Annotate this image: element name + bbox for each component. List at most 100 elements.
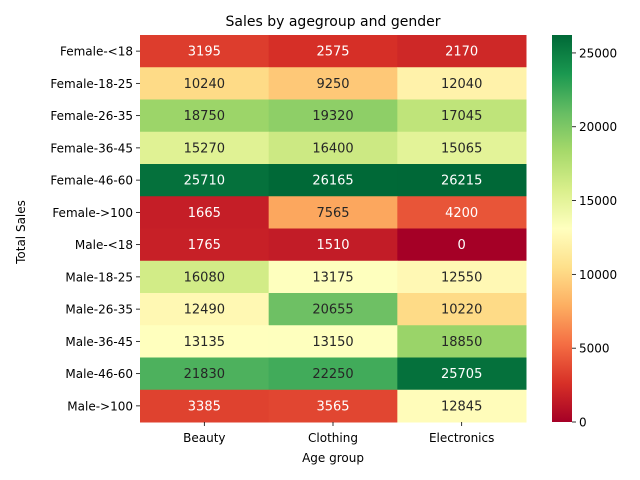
cell-value-label: 10220 bbox=[441, 303, 482, 318]
heatmap-cell bbox=[268, 164, 398, 197]
cell-value-label: 12845 bbox=[441, 399, 482, 414]
cell-value-label: 18750 bbox=[184, 109, 225, 124]
heatmap-cell bbox=[397, 325, 527, 358]
heatmap-cell bbox=[140, 357, 270, 391]
cell-value-label: 15270 bbox=[184, 141, 225, 156]
x-axis-label: Age group bbox=[302, 451, 364, 465]
colorbar-gradient bbox=[552, 35, 572, 422]
heatmap-cell bbox=[397, 357, 527, 391]
row-label: Female-36-45 bbox=[50, 141, 133, 155]
heatmap-cell bbox=[140, 389, 270, 423]
column-label: Beauty bbox=[183, 431, 225, 445]
cell-value-label: 3565 bbox=[316, 399, 349, 414]
cell-value-label: 22250 bbox=[312, 367, 353, 382]
cell-value-label: 25710 bbox=[184, 174, 225, 189]
cell-value-label: 20655 bbox=[312, 303, 353, 318]
cell-value-label: 3195 bbox=[188, 45, 221, 60]
row-label: Male-18-25 bbox=[65, 270, 133, 284]
heatmap-cell bbox=[268, 389, 398, 423]
heatmap-cell bbox=[268, 293, 398, 326]
row-label: Female-<18 bbox=[60, 45, 133, 59]
heatmap-cell bbox=[140, 67, 270, 100]
heatmap-cell bbox=[268, 325, 398, 358]
colorbar-tick-label: 20000 bbox=[579, 120, 617, 134]
column-labels: Beauty Clothing Electronics bbox=[183, 422, 494, 445]
cell-value-label: 16400 bbox=[312, 141, 353, 156]
cell-value-label: 13150 bbox=[312, 335, 353, 350]
heatmap-cell bbox=[268, 260, 398, 294]
column-label: Electronics bbox=[429, 431, 494, 445]
cell-value-label: 4200 bbox=[445, 206, 478, 221]
cell-value-label: 18850 bbox=[441, 335, 482, 350]
row-label: Male-26-35 bbox=[65, 303, 133, 317]
colorbar-tick-label: 25000 bbox=[579, 46, 617, 60]
row-label: Male-36-45 bbox=[65, 335, 133, 349]
colorbar-tick-label: 10000 bbox=[579, 268, 617, 282]
cell-value-label: 17045 bbox=[441, 109, 482, 124]
cell-value-label: 0 bbox=[458, 238, 466, 253]
heatmap-cell bbox=[140, 164, 270, 197]
heatmap-cell bbox=[140, 293, 270, 326]
heatmap-cell bbox=[397, 67, 527, 100]
heatmap-cell bbox=[397, 228, 527, 262]
heatmap-cell bbox=[140, 260, 270, 294]
heatmap-cell bbox=[397, 389, 527, 423]
cell-value-label: 2575 bbox=[316, 45, 349, 60]
heatmap-cell bbox=[268, 131, 398, 165]
row-label: Female-26-35 bbox=[50, 109, 133, 123]
colorbar-tick-label: 15000 bbox=[579, 194, 617, 208]
row-label: Female-46-60 bbox=[50, 174, 133, 188]
cell-value-label: 12490 bbox=[184, 303, 225, 318]
heatmap-cell bbox=[268, 357, 398, 391]
chart-title: Sales by agegroup and gender bbox=[226, 14, 441, 30]
cell-value-label: 2170 bbox=[445, 45, 478, 60]
row-labels: Female-<18 Female-18-25 Female-26-35 Female… bbox=[50, 45, 140, 413]
cell-value-label: 12550 bbox=[441, 270, 482, 285]
heatmap-cell bbox=[268, 35, 398, 68]
cell-value-label: 7565 bbox=[316, 206, 349, 221]
heatmap-cell bbox=[140, 131, 270, 165]
row-label: Female-18-25 bbox=[50, 77, 133, 91]
heatmap-cell bbox=[397, 164, 527, 197]
heatmap-cell bbox=[397, 99, 527, 133]
heatmap-cell bbox=[268, 99, 398, 133]
heatmap-cell bbox=[397, 196, 527, 229]
cell-value-label: 26215 bbox=[441, 174, 482, 189]
cell-value-label: 1510 bbox=[316, 238, 349, 253]
cell-value-label: 15065 bbox=[441, 141, 482, 156]
heatmap-cell bbox=[397, 260, 527, 294]
heatmap-cells: 3195 2575 2170 10240 9250 12040 18750 19320 1704… bbox=[140, 35, 527, 423]
heatmap-cell bbox=[397, 293, 527, 326]
heatmap-cell bbox=[268, 67, 398, 100]
row-label: Male->100 bbox=[67, 399, 133, 413]
colorbar-tick-label: 5000 bbox=[579, 342, 610, 356]
heatmap-cell bbox=[140, 196, 270, 229]
cell-value-label: 12040 bbox=[441, 77, 482, 92]
cell-value-label: 3385 bbox=[188, 399, 221, 414]
row-label: Female->100 bbox=[52, 206, 133, 220]
cell-value-label: 26165 bbox=[312, 174, 353, 189]
cell-value-label: 19320 bbox=[312, 109, 353, 124]
cell-value-label: 1665 bbox=[188, 206, 221, 221]
heatmap-cell bbox=[140, 99, 270, 133]
heatmap-cell bbox=[268, 196, 398, 229]
colorbar: 0 5000 10000 15000 20000 25000 bbox=[552, 35, 617, 430]
cell-value-label: 10240 bbox=[184, 77, 225, 92]
cell-value-label: 9250 bbox=[316, 77, 349, 92]
row-label: Male-46-60 bbox=[65, 367, 133, 381]
heatmap-cell bbox=[140, 325, 270, 358]
cell-value-label: 16080 bbox=[184, 270, 225, 285]
row-label: Male-<18 bbox=[75, 238, 133, 252]
cell-value-label: 1765 bbox=[188, 238, 221, 253]
heatmap-cell bbox=[140, 35, 270, 68]
cell-value-label: 13135 bbox=[184, 335, 225, 350]
heatmap-cell bbox=[397, 131, 527, 165]
heatmap-cell bbox=[140, 228, 270, 262]
y-axis-label: Total Sales bbox=[14, 200, 28, 265]
heatmap-cell bbox=[397, 35, 527, 68]
cell-value-label: 21830 bbox=[184, 367, 225, 382]
cell-value-label: 13175 bbox=[312, 270, 353, 285]
heatmap-cell bbox=[268, 228, 398, 262]
colorbar-tick-label: 0 bbox=[579, 416, 587, 430]
